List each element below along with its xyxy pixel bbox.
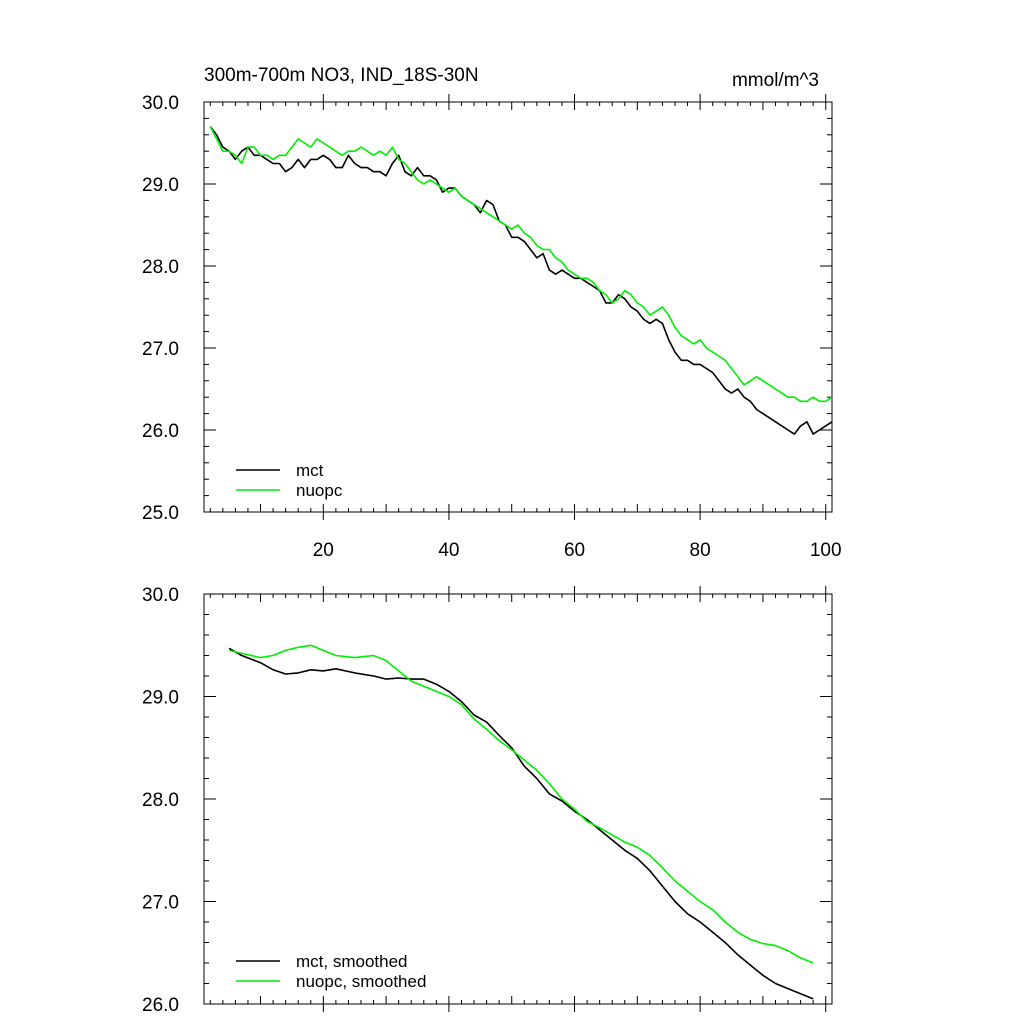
legend-label: mct <box>296 461 324 480</box>
panel-1-plot: 20 40 60 80 100 25.0 26.0 27.0 28.0 29.0 30.0 mctnu… <box>142 93 842 561</box>
series-line-nuopc-smoothed <box>228 644 814 964</box>
y-tick-label: 30.0 <box>142 93 179 114</box>
legend-label: nuopc, smoothed <box>296 972 426 991</box>
y-tick-label: 29.0 <box>142 175 179 196</box>
series-line-nuopc <box>209 126 833 403</box>
y-tick-label: 27.0 <box>142 339 179 360</box>
x-tick-label: 60 <box>564 540 585 561</box>
x-tick-label: 100 <box>810 540 842 561</box>
x-tick-label: 80 <box>690 540 711 561</box>
y-tick-label: 26.0 <box>142 995 179 1016</box>
y-tick-label: 27.0 <box>142 893 179 914</box>
y-tick-label: 25.0 <box>142 503 179 524</box>
legend-label: nuopc <box>296 481 343 500</box>
x-tick-label: 40 <box>438 540 459 561</box>
legend-label: mct, smoothed <box>296 952 408 971</box>
y-tick-label: 29.0 <box>142 688 179 709</box>
panel-1-title: 300m-700m NO3, IND_18S-30N <box>204 65 479 86</box>
plot-frame <box>203 101 833 513</box>
series-line-mct-smoothed <box>228 647 814 1000</box>
x-tick-label: 20 <box>313 540 334 561</box>
panel-2-plot: 26.0 27.0 28.0 29.0 30.0 mct, smoothednuopc, … <box>142 585 833 1016</box>
y-tick-label: 26.0 <box>142 421 179 442</box>
series-line-mct <box>209 126 833 435</box>
y-tick-label: 28.0 <box>142 790 179 811</box>
panel-1-units: mmol/m^3 <box>732 70 819 91</box>
y-tick-label: 30.0 <box>142 585 179 606</box>
y-tick-label: 28.0 <box>142 257 179 278</box>
plot-frame <box>203 593 833 1005</box>
